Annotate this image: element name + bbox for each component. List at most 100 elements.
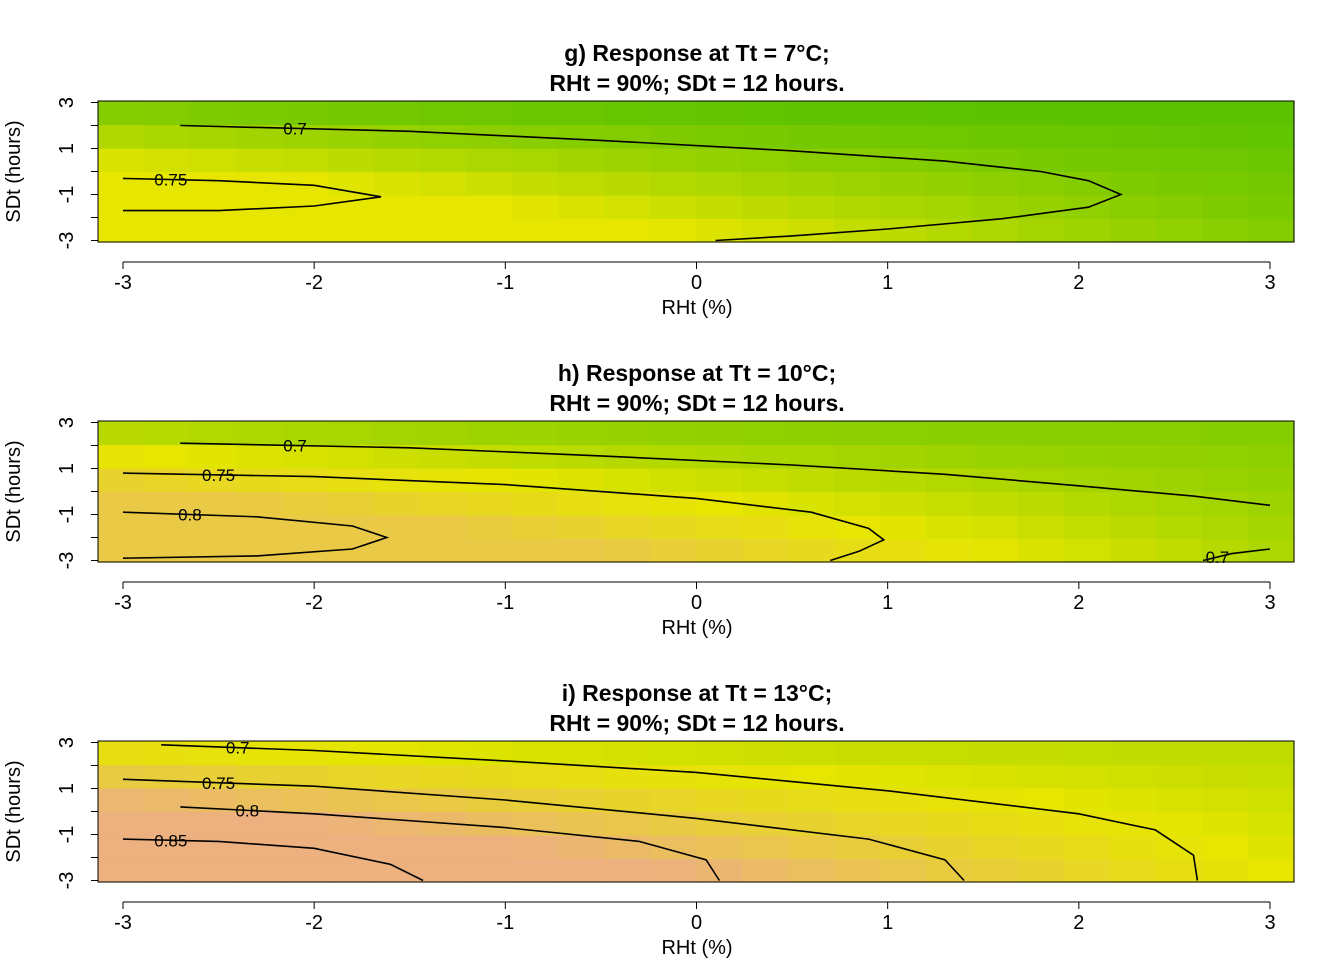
heatmap-cell	[604, 124, 651, 149]
heatmap-cell	[1248, 195, 1295, 220]
heatmap-cell	[420, 491, 467, 516]
heatmap-cell	[972, 195, 1019, 220]
heatmap-cell	[1248, 218, 1295, 243]
heatmap-cell	[98, 835, 145, 860]
heatmap-cell	[604, 101, 651, 126]
heatmap-cell	[1156, 124, 1203, 149]
heatmap-cell	[1202, 171, 1249, 196]
contours: 0.7 0.75	[122, 119, 1124, 242]
x-axis-label: RHt (%)	[661, 297, 732, 319]
heatmap-cell	[1248, 124, 1295, 149]
heatmap-cell	[374, 491, 421, 516]
heatmap-cell	[558, 148, 605, 173]
heatmap-cell	[144, 858, 191, 883]
heatmap-cell	[742, 858, 789, 883]
heatmap-cell	[328, 788, 375, 813]
heatmap-cell	[880, 538, 927, 563]
heatmap-cell	[1110, 444, 1157, 469]
heatmap-cell	[98, 171, 145, 196]
heatmap-cell	[420, 124, 467, 149]
heatmap-cell	[880, 788, 927, 813]
heatmap-cell	[1156, 468, 1203, 493]
heatmap-cell	[834, 124, 881, 149]
heatmap-cell	[604, 515, 651, 540]
heatmap-cell	[98, 124, 145, 149]
heatmap-cell	[282, 101, 329, 126]
heatmap-cell	[1202, 788, 1249, 813]
heatmap-cell	[1248, 764, 1295, 789]
heatmap-cell	[742, 491, 789, 516]
heatmap-cell	[834, 148, 881, 173]
heatmap-cell	[696, 171, 743, 196]
heatmap-cell	[1064, 124, 1111, 149]
heatmap-cell	[144, 124, 191, 149]
heatmap-cell	[880, 741, 927, 766]
heatmap-cell	[1156, 421, 1203, 446]
heatmap-cell	[98, 491, 145, 516]
heatmap-cell	[972, 764, 1019, 789]
y-tick-label: 3	[56, 737, 78, 748]
heatmap-cell	[972, 124, 1019, 149]
contours: 0.7 0.75 0.8 0.7	[122, 437, 1271, 567]
heatmap-cell	[696, 148, 743, 173]
heatmap-cell	[1248, 741, 1295, 766]
heatmap-cell	[1156, 538, 1203, 563]
y-tick-label: -3	[56, 232, 78, 250]
heatmap-cell	[972, 788, 1019, 813]
contour-label: 0.7	[283, 119, 307, 138]
heatmap-cell	[1110, 811, 1157, 836]
contour-line	[1202, 548, 1271, 562]
heatmap-cell	[328, 468, 375, 493]
heatmap-cell	[1110, 515, 1157, 540]
heatmap-cell	[1018, 764, 1065, 789]
heatmap-cell	[466, 444, 513, 469]
heatmap-cell	[512, 218, 559, 243]
y-tick-label: -3	[56, 872, 78, 890]
heatmap-cell	[328, 491, 375, 516]
heatmap-cell	[144, 171, 191, 196]
heatmap-cell	[236, 788, 283, 813]
heatmap-cell	[512, 491, 559, 516]
heatmap-cell	[512, 835, 559, 860]
heatmap-cell	[466, 491, 513, 516]
heatmap-cell	[1064, 218, 1111, 243]
contour-label: 0.75	[202, 466, 235, 485]
heatmap-cell	[880, 444, 927, 469]
heatmap-cell	[144, 764, 191, 789]
y-tick-label: 1	[56, 143, 78, 154]
heatmap-cell	[144, 148, 191, 173]
heatmap-cell	[788, 124, 835, 149]
heatmap-cell	[328, 515, 375, 540]
heatmap-cell	[420, 741, 467, 766]
chart-subtitle: RHt = 90%; SDt = 12 hours.	[549, 390, 844, 416]
heatmap-cell	[374, 741, 421, 766]
heatmap-cell	[788, 538, 835, 563]
heatmap-cell	[558, 421, 605, 446]
heatmap-cell	[1156, 741, 1203, 766]
heatmap-cell	[98, 148, 145, 173]
heatmap-cell	[420, 468, 467, 493]
heatmap-cell	[282, 421, 329, 446]
heatmap-cell	[512, 444, 559, 469]
heatmap-cell	[512, 148, 559, 173]
heatmap-cell	[834, 171, 881, 196]
heatmap-cell	[926, 171, 973, 196]
heatmap-cell	[1018, 741, 1065, 766]
y-tick-label: 3	[56, 417, 78, 428]
heatmap-cell	[512, 101, 559, 126]
heatmap-cell	[328, 124, 375, 149]
x-tick-label: 0	[691, 272, 702, 294]
heatmap-cell	[604, 171, 651, 196]
heatmap-cell	[236, 101, 283, 126]
heatmap-cell	[1110, 218, 1157, 243]
heatmap-cell	[604, 538, 651, 563]
heatmap-cell	[236, 491, 283, 516]
contour-label: 0.7	[226, 739, 250, 758]
x-tick-label: 2	[1073, 912, 1084, 934]
heatmap-cell	[926, 491, 973, 516]
heatmap-cell	[1018, 148, 1065, 173]
x-tick-label: 3	[1264, 592, 1275, 614]
y-axis: -3 -1 1 3 SDt (hours)	[3, 97, 99, 250]
chart-title: g) Response at Tt = 7°C;	[564, 40, 829, 66]
